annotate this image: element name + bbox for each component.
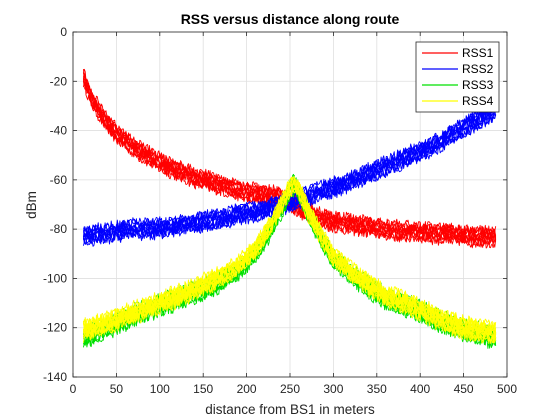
- x-axis-label: distance from BS1 in meters: [205, 402, 375, 417]
- x-tick-label: 0: [70, 382, 77, 396]
- x-tick-label: 300: [323, 382, 343, 396]
- series-layer: [82, 68, 497, 349]
- chart-title: RSS versus distance along route: [181, 11, 400, 27]
- legend-label-rss3: RSS3: [462, 78, 494, 92]
- x-tick-label: 250: [280, 382, 300, 396]
- x-tick-label: 350: [367, 382, 387, 396]
- x-tick-label: 400: [410, 382, 430, 396]
- legend-label-rss4: RSS4: [462, 94, 494, 108]
- x-tick-label: 450: [454, 382, 474, 396]
- x-tick-label: 200: [237, 382, 257, 396]
- y-tick-label: -80: [50, 222, 68, 236]
- y-axis-label: dBm: [24, 191, 39, 219]
- series-rss4: [82, 176, 497, 345]
- y-tick-label: -20: [50, 74, 68, 88]
- y-tick-label: -60: [50, 173, 68, 187]
- series-rss2: [82, 100, 497, 247]
- legend-label-rss2: RSS2: [462, 62, 494, 76]
- y-tick-label: -140: [43, 370, 67, 384]
- y-tick-label: -100: [43, 271, 67, 285]
- legend-label-rss1: RSS1: [462, 46, 494, 60]
- series-rss4-trace: [82, 176, 497, 332]
- legend: RSS1 RSS2 RSS3 RSS4: [415, 41, 500, 113]
- x-tick-label: 150: [193, 382, 213, 396]
- legend-box: [415, 41, 500, 113]
- y-tick-label: -40: [50, 124, 68, 138]
- ticks: 0 50 100 150 200 250 300 350 400 450 500 0 -20 -40 -60…: [43, 25, 517, 396]
- y-tick-label: -120: [43, 321, 67, 335]
- x-tick-label: 50: [110, 382, 124, 396]
- y-tick-label: 0: [60, 25, 67, 39]
- x-tick-label: 500: [497, 382, 517, 396]
- x-tick-label: 100: [150, 382, 170, 396]
